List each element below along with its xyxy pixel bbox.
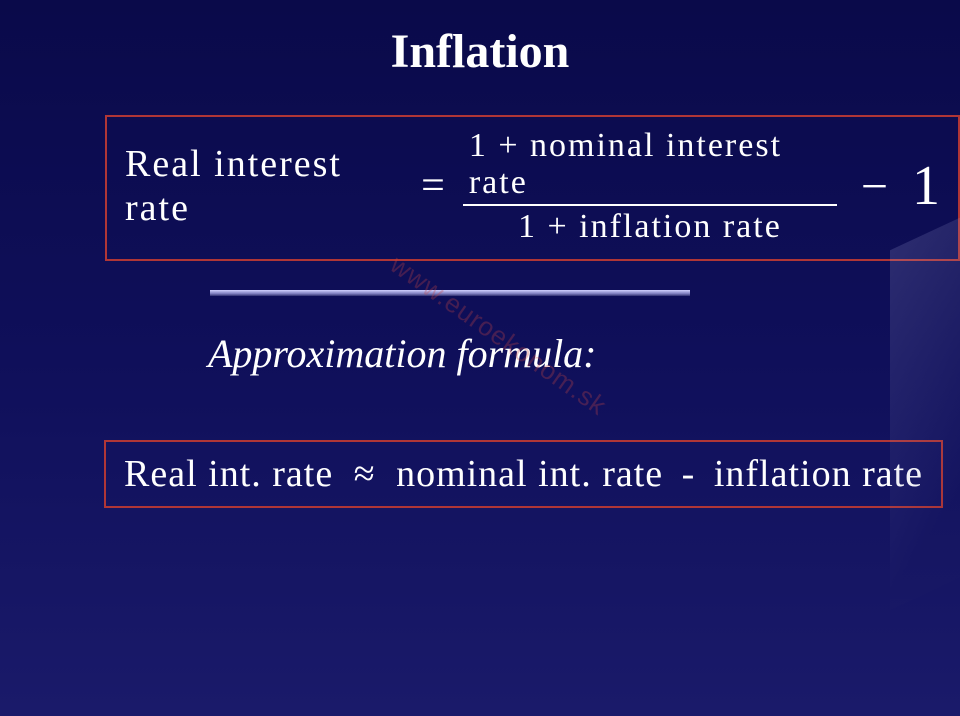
slide-title: Inflation: [0, 24, 960, 79]
equals-sign: =: [421, 162, 445, 210]
fraction: 1 + nominal interest rate 1 + inflation …: [463, 127, 837, 245]
denominator: 1 + inflation rate: [512, 208, 788, 245]
formula2-rhs: inflation rate: [714, 453, 923, 495]
formula2-lhs: Real int. rate: [124, 453, 333, 495]
approximation-heading: Approximation formula:: [208, 330, 597, 377]
fraction-line: [463, 204, 837, 206]
minus-sign: −: [861, 159, 888, 214]
constant-one: 1: [912, 154, 940, 218]
approx-formula-box: Real int. rate ≈ nominal int. rate - inf…: [104, 440, 943, 508]
approx-sign: ≈: [354, 452, 376, 496]
numerator: 1 + nominal interest rate: [463, 127, 837, 202]
section-divider: [210, 290, 690, 296]
formula2-mid: nominal int. rate: [396, 453, 663, 495]
exact-formula-box: Real interest rate = 1 + nominal interes…: [105, 115, 960, 261]
formula1-lhs: Real interest rate: [125, 142, 403, 230]
formula2-minus: -: [682, 452, 696, 496]
